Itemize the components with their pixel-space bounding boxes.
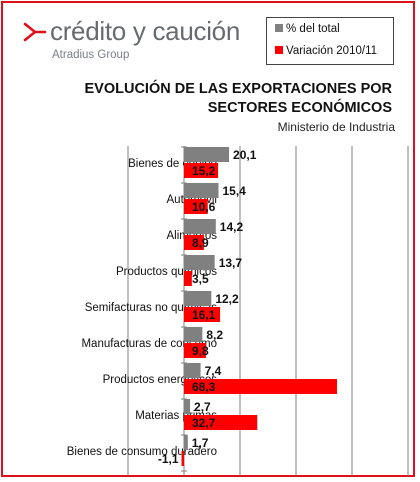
data-label-variation: 68,3	[192, 380, 216, 394]
data-label-variation: 3,5	[192, 272, 209, 286]
bar-share	[184, 291, 212, 306]
data-label-share: 1,7	[192, 436, 209, 450]
bar-share	[184, 183, 219, 198]
data-label-share: 13,7	[219, 256, 243, 270]
bar-share	[184, 363, 201, 378]
data-label-variation: 32,7	[192, 416, 216, 430]
brand-tagline: Atradius Group	[52, 49, 130, 61]
legend-item-variation: Variación 2010/11	[275, 45, 377, 57]
data-label-share: 20,1	[233, 148, 257, 162]
data-label-variation: 15,2	[192, 164, 216, 178]
bar-variation	[184, 235, 204, 250]
data-label-share: 15,4	[222, 184, 246, 198]
data-label-share: 2,7	[194, 400, 211, 414]
bar-share	[184, 255, 215, 270]
category-label: Bienes de consumo duradero	[67, 446, 217, 458]
data-label-share: 7,4	[205, 364, 222, 378]
bar-variation	[184, 163, 219, 178]
bar-variation	[184, 343, 206, 358]
bar-share	[184, 435, 188, 450]
bar-share	[184, 399, 191, 414]
data-label-variation: 10,6	[192, 200, 216, 214]
bar-share	[184, 219, 216, 234]
bar-share	[184, 327, 203, 342]
bar-variation	[181, 451, 184, 466]
legend-label-share: % del total	[286, 23, 340, 35]
data-label-share: 12,2	[215, 292, 239, 306]
brand-name: crédito y caución	[50, 16, 241, 46]
bar-variation	[184, 415, 258, 430]
data-label-share: 14,2	[220, 220, 244, 234]
chart-legend: % del total Variación 2010/11	[266, 17, 394, 65]
data-label-variation: -1,1	[158, 452, 179, 466]
bar-variation	[184, 271, 192, 286]
data-label-share: 8,2	[206, 328, 223, 342]
data-label-variation: 8,9	[192, 236, 209, 250]
bar-variation	[184, 199, 208, 214]
chart-frame	[1, 1, 415, 477]
bar-variation	[184, 379, 337, 394]
data-label-variation: 9,8	[192, 344, 209, 358]
bar-share	[184, 147, 230, 162]
legend-item-share: % del total	[275, 23, 340, 35]
data-label-variation: 16,1	[192, 308, 216, 322]
legend-label-variation: Variación 2010/11	[286, 45, 378, 57]
legend-swatch-share	[275, 24, 283, 32]
bar-variation	[184, 307, 221, 322]
legend-swatch-variation	[275, 46, 283, 54]
category-label: Manufacturas de consumo	[81, 338, 217, 350]
brand-arrow-icon	[23, 22, 47, 42]
chart-subtitle: Ministerio de Industria	[277, 120, 395, 134]
chart-title: EVOLUCIÓN DE LAS EXPORTACIONES POR SECTO…	[84, 81, 393, 116]
